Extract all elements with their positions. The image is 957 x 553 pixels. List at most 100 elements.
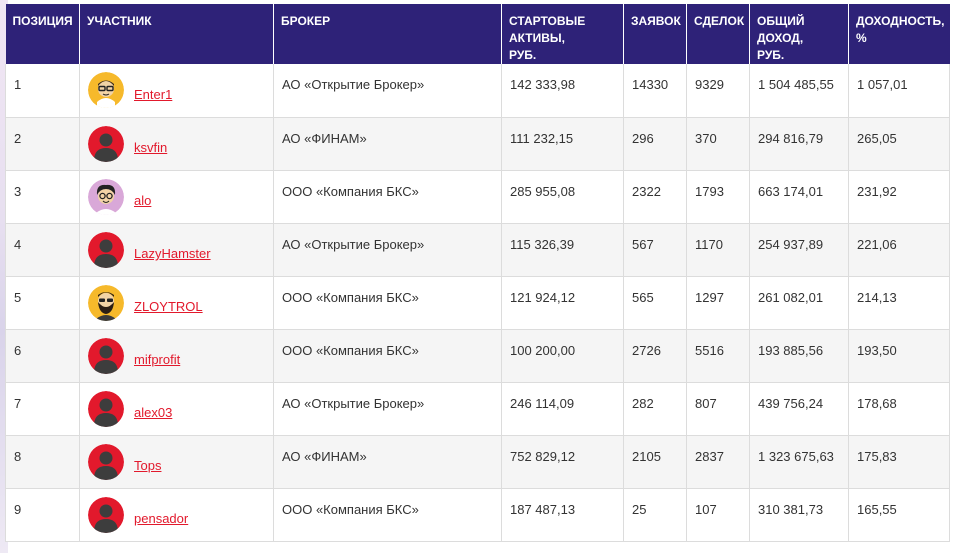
- deals-cell: 1297: [686, 276, 750, 330]
- participant-cell: alo: [79, 170, 274, 224]
- deals-cell: 9329: [686, 64, 750, 118]
- income-cell: 1 323 675,63: [749, 435, 849, 489]
- income-cell: 261 082,01: [749, 276, 849, 330]
- return-cell: 193,50: [848, 329, 950, 383]
- leaderboard-table: ПОЗИЦИЯ УЧАСТНИК БРОКЕР СТАРТОВЫЕ АКТИВЫ…: [5, 4, 950, 542]
- orders-cell: 565: [623, 276, 687, 330]
- participant: alo: [88, 178, 265, 215]
- participant-cell: ZLOYTROL: [79, 276, 274, 330]
- column-header-total-income: ОБЩИЙ ДОХОД, РУБ.: [749, 4, 849, 64]
- return-cell: 221,06: [848, 223, 950, 277]
- column-header-start-assets-line1: СТАРТОВЫЕ: [509, 14, 586, 28]
- default-user-icon[interactable]: [88, 390, 124, 427]
- broker-cell: ООО «Компания БКС»: [273, 170, 502, 224]
- default-user-icon[interactable]: [88, 443, 124, 480]
- start-assets-cell: 752 829,12: [501, 435, 624, 489]
- column-header-total-income-line3: РУБ.: [757, 48, 785, 62]
- orders-cell: 282: [623, 382, 687, 436]
- column-header-participant: УЧАСТНИК: [79, 4, 274, 64]
- position-cell: 7: [5, 382, 80, 436]
- default-user-icon[interactable]: [88, 231, 124, 268]
- participant-link[interactable]: pensador: [134, 511, 189, 526]
- position-cell: 5: [5, 276, 80, 330]
- return-cell: 165,55: [848, 488, 950, 542]
- participant: Tops: [88, 443, 265, 480]
- participant-link[interactable]: Tops: [134, 458, 162, 473]
- deals-cell: 1793: [686, 170, 750, 224]
- column-header-return-line1: ДОХОДНОСТЬ,: [856, 14, 945, 28]
- participant-cell: Enter1: [79, 64, 274, 118]
- table-row: 7 alex03 АО «Открытие Брокер» 246 114,09…: [5, 382, 950, 436]
- broker-cell: АО «ФИНАМ»: [273, 117, 502, 171]
- column-header-total-income-line1: ОБЩИЙ: [757, 14, 805, 28]
- participant-cell: Tops: [79, 435, 274, 489]
- participant-link[interactable]: LazyHamster: [134, 246, 211, 261]
- start-assets-cell: 111 232,15: [501, 117, 624, 171]
- table-header: ПОЗИЦИЯ УЧАСТНИК БРОКЕР СТАРТОВЫЕ АКТИВЫ…: [5, 4, 950, 64]
- broker-cell: АО «ФИНАМ»: [273, 435, 502, 489]
- orders-cell: 296: [623, 117, 687, 171]
- start-assets-cell: 115 326,39: [501, 223, 624, 277]
- income-cell: 1 504 485,55: [749, 64, 849, 118]
- deals-cell: 107: [686, 488, 750, 542]
- table-row: 6 mifprofit ООО «Компания БКС» 100 200,0…: [5, 329, 950, 383]
- column-header-position: ПОЗИЦИЯ: [5, 4, 80, 64]
- start-assets-cell: 187 487,13: [501, 488, 624, 542]
- broker-cell: АО «Открытие Брокер»: [273, 223, 502, 277]
- default-user-icon[interactable]: [88, 125, 124, 162]
- orders-cell: 567: [623, 223, 687, 277]
- deals-cell: 807: [686, 382, 750, 436]
- broker-cell: АО «Открытие Брокер»: [273, 382, 502, 436]
- yellow-glasses-face-icon[interactable]: [88, 72, 124, 108]
- column-header-start-assets-line3: РУБ.: [509, 48, 537, 62]
- income-cell: 310 381,73: [749, 488, 849, 542]
- participant: ksvfin: [88, 125, 265, 162]
- orders-cell: 2726: [623, 329, 687, 383]
- participant-link[interactable]: alo: [134, 193, 152, 208]
- participant: Enter1: [88, 72, 265, 108]
- default-user-icon[interactable]: [88, 496, 124, 533]
- broker-cell: ООО «Компания БКС»: [273, 329, 502, 383]
- position-cell: 3: [5, 170, 80, 224]
- participant: mifprofit: [88, 337, 265, 374]
- participant-cell: ksvfin: [79, 117, 274, 171]
- column-header-start-assets-line2: АКТИВЫ,: [509, 31, 565, 45]
- participant-link[interactable]: ZLOYTROL: [134, 299, 203, 314]
- start-assets-cell: 285 955,08: [501, 170, 624, 224]
- participant-link[interactable]: alex03: [134, 405, 173, 420]
- return-cell: 1 057,01: [848, 64, 950, 118]
- pink-glasses-face-icon[interactable]: [88, 178, 124, 215]
- column-header-start-assets: СТАРТОВЫЕ АКТИВЫ, РУБ.: [501, 4, 624, 64]
- orders-cell: 2322: [623, 170, 687, 224]
- participant-link[interactable]: Enter1: [134, 86, 173, 102]
- broker-cell: ООО «Компания БКС»: [273, 276, 502, 330]
- position-cell: 8: [5, 435, 80, 489]
- default-user-icon[interactable]: [88, 337, 124, 374]
- column-header-broker: БРОКЕР: [273, 4, 502, 64]
- table-row: 5 ZLOYTROL ООО «Компания БКС» 121 924,12…: [5, 276, 950, 330]
- income-cell: 439 756,24: [749, 382, 849, 436]
- participant-cell: pensador: [79, 488, 274, 542]
- table-row: 1 Enter1 АО «Открытие Брокер» 142 333,98…: [5, 64, 950, 118]
- table-row: 9 pensador ООО «Компания БКС» 187 487,13…: [5, 488, 950, 542]
- participant-cell: alex03: [79, 382, 274, 436]
- return-cell: 178,68: [848, 382, 950, 436]
- yellow-bearded-face-icon[interactable]: [88, 284, 124, 321]
- deals-cell: 5516: [686, 329, 750, 383]
- deals-cell: 370: [686, 117, 750, 171]
- start-assets-cell: 121 924,12: [501, 276, 624, 330]
- broker-cell: АО «Открытие Брокер»: [273, 64, 502, 118]
- income-cell: 294 816,79: [749, 117, 849, 171]
- table-row: 8 Tops АО «ФИНАМ» 752 829,12 2105 2837 1…: [5, 435, 950, 489]
- table-row: 2 ksvfin АО «ФИНАМ» 111 232,15 296 370 2…: [5, 117, 950, 171]
- income-cell: 193 885,56: [749, 329, 849, 383]
- orders-cell: 2105: [623, 435, 687, 489]
- participant: ZLOYTROL: [88, 284, 265, 321]
- participant-link[interactable]: mifprofit: [134, 352, 181, 367]
- participant: alex03: [88, 390, 265, 427]
- return-cell: 265,05: [848, 117, 950, 171]
- position-cell: 4: [5, 223, 80, 277]
- participant-link[interactable]: ksvfin: [134, 140, 168, 155]
- column-header-orders: ЗАЯВОК: [623, 4, 687, 64]
- column-header-return-line2: %: [856, 31, 867, 45]
